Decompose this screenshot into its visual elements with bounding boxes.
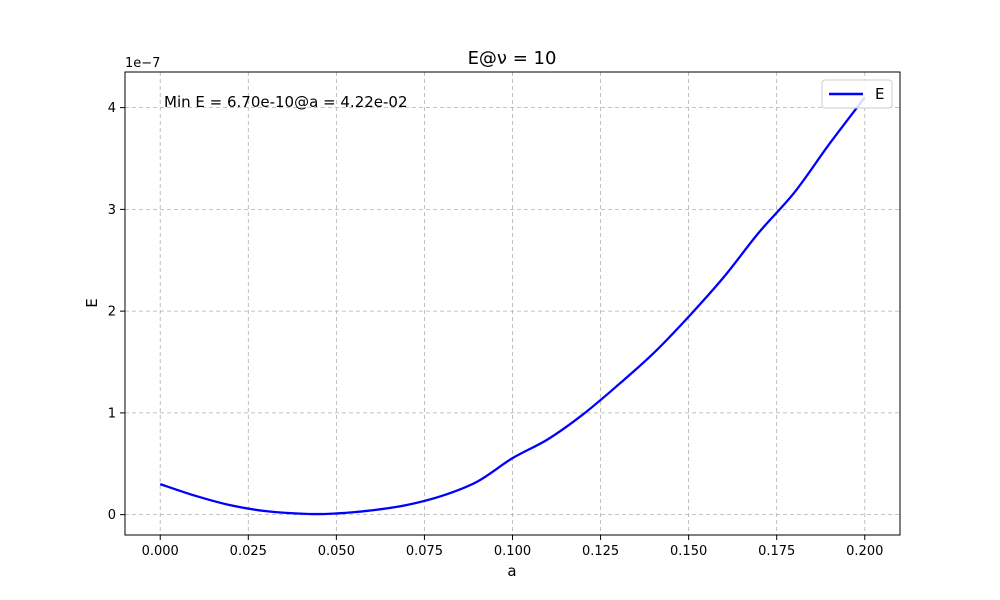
min-annotation: Min E = 6.70e-10@a = 4.22e-02 [164, 93, 408, 111]
x-tick-label: 0.100 [494, 544, 531, 559]
x-axis-label: a [507, 562, 516, 580]
x-tick-label: 0.050 [318, 544, 355, 559]
x-tick-label: 0.200 [846, 544, 883, 559]
y-tick-label: 3 [108, 203, 116, 218]
x-tick-label: 0.125 [582, 544, 619, 559]
legend: E [821, 79, 893, 109]
y-axis-label: E [83, 298, 101, 307]
x-axis: 0.000 0.025 0.050 0.075 0.100 0.125 0.150 0.175… [142, 535, 883, 559]
legend-label-e: E [875, 85, 884, 103]
x-tick-label: 0.075 [406, 544, 443, 559]
y-tick-label: 1 [108, 406, 116, 421]
y-scale-label: 1e−7 [125, 56, 160, 71]
x-tick-label: 0.025 [230, 544, 267, 559]
series-layer [159, 96, 866, 516]
y-tick-label: 4 [108, 101, 116, 116]
x-tick-label: 0.150 [670, 544, 707, 559]
y-tick-label: 0 [108, 508, 116, 523]
y-tick-label: 2 [108, 305, 116, 320]
chart-title: E@ν = 10 [468, 48, 557, 69]
grid [125, 72, 900, 535]
series-line-e [159, 96, 866, 516]
x-tick-label: 0.175 [758, 544, 795, 559]
y-axis: 0 1 2 3 4 [108, 101, 125, 523]
x-tick-label: 0.000 [142, 544, 179, 559]
